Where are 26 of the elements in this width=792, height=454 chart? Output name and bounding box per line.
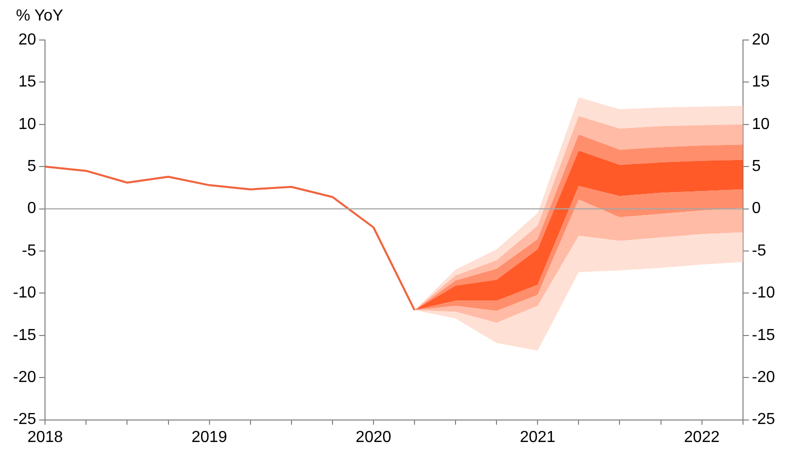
x-tick-label: 2019	[192, 428, 228, 446]
y2-tick-label: 5	[752, 158, 761, 176]
y-tick-label: -20	[13, 369, 36, 386]
x-tick-label: 2021	[520, 428, 556, 446]
y2-tick-label: -25	[752, 411, 776, 428]
y-tick-label: 15	[18, 74, 36, 91]
y2-tick-label: 0	[752, 200, 761, 218]
y-tick-label: -5	[22, 242, 36, 260]
y2-tick-label: -15	[752, 326, 776, 344]
y2-tick-label: 20	[752, 31, 770, 48]
x-tick-label: 2020	[356, 428, 392, 446]
y-tick-label: 0	[27, 200, 36, 218]
x-tick-label: 2022	[684, 428, 720, 446]
y-axis-title: % YoY	[16, 7, 64, 24]
y-tick-label: -15	[13, 326, 36, 344]
y2-tick-label: -10	[752, 284, 776, 302]
y-tick-label: -25	[13, 411, 36, 428]
y2-tick-label: 15	[752, 74, 770, 91]
y-tick-label: 10	[18, 116, 36, 133]
y2-tick-label: -20	[752, 369, 776, 386]
y-tick-label: 5	[27, 158, 36, 176]
y-tick-label: 20	[18, 31, 36, 48]
y-tick-label: -10	[13, 284, 36, 302]
y2-tick-label: 10	[752, 116, 770, 133]
x-tick-label: 2018	[27, 428, 64, 446]
y2-tick-label: -5	[752, 242, 766, 260]
